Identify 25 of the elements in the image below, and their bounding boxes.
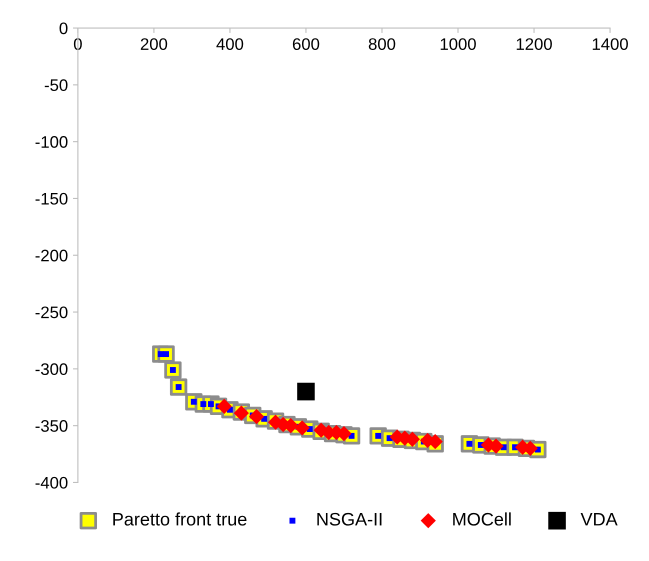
y-tick-label: 0 <box>60 22 68 34</box>
y-tick-label: -50 <box>44 79 68 92</box>
y-tick-label: -350 <box>36 420 68 432</box>
point <box>216 398 232 414</box>
x-tick-label: 200 <box>140 38 168 50</box>
legend-label: VDA <box>580 513 618 526</box>
y-tick-label: -250 <box>36 306 68 318</box>
x-tick-label: 600 <box>292 38 320 50</box>
y-tick-label: -150 <box>36 192 68 205</box>
x-tick-label: 400 <box>216 38 244 50</box>
y-tick-label: -300 <box>36 363 68 376</box>
x-tick-label: 1200 <box>516 38 552 50</box>
y-tick-label: -100 <box>36 136 68 148</box>
x-tick-label: 800 <box>368 38 396 50</box>
point <box>248 408 264 424</box>
legend-label: Paretto front true <box>113 512 246 526</box>
y-tick-label: -400 <box>36 476 68 489</box>
point <box>294 420 310 436</box>
x-tick-label: 0 <box>74 38 82 50</box>
y-tick-label: -200 <box>36 250 68 262</box>
legend-label: MOCell <box>453 512 511 526</box>
x-tick-label: 1000 <box>440 38 476 50</box>
x-tick-label: 1400 <box>592 38 628 50</box>
legend-label: NSGA-II <box>317 512 382 526</box>
point <box>297 382 315 400</box>
